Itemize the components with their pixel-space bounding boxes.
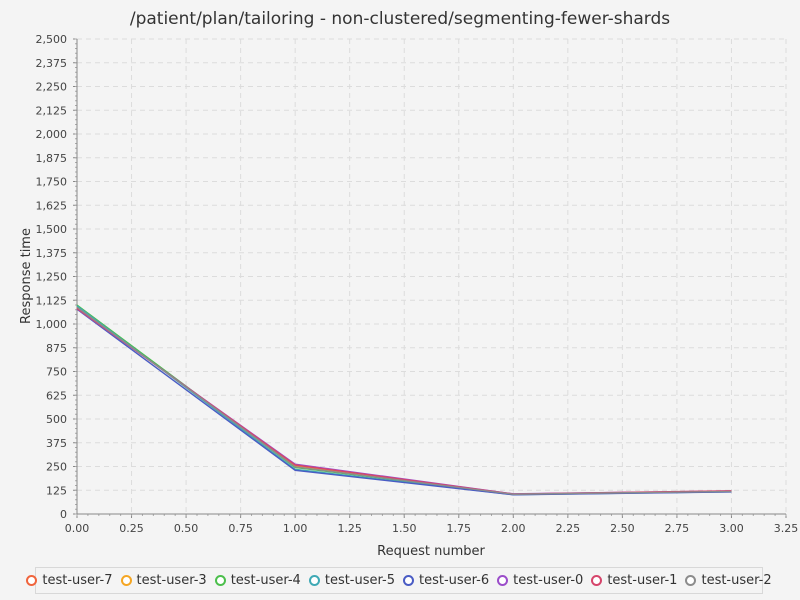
- x-tick-label: 0.75: [228, 522, 253, 535]
- x-tick-label: 1.75: [447, 522, 472, 535]
- y-tick-label: 500: [46, 413, 67, 426]
- legend-item-test-user-2: test-user-2: [685, 573, 772, 588]
- y-tick-label: 375: [46, 437, 67, 450]
- legend-item-test-user-3: test-user-3: [120, 573, 207, 588]
- y-axis-label: Response time: [19, 228, 34, 324]
- legend-item-test-user-7: test-user-7: [26, 573, 113, 588]
- y-tick-label: 750: [46, 366, 67, 379]
- x-tick-label: 0.50: [174, 522, 199, 535]
- x-tick-label: 1.50: [392, 522, 417, 535]
- legend-marker-icon: [497, 575, 509, 586]
- x-axis-label: Request number: [377, 544, 485, 559]
- legend-marker-icon: [120, 575, 132, 586]
- x-tick-label: 3.00: [719, 522, 744, 535]
- legend-item-test-user-5: test-user-5: [308, 573, 395, 588]
- legend-label: test-user-0: [513, 573, 584, 588]
- y-tick-label: 2,125: [36, 104, 68, 117]
- series-lines: [76, 304, 732, 496]
- x-tick-label: 2.25: [556, 522, 581, 535]
- y-tick-label: 1,125: [36, 294, 68, 307]
- legend-label: test-user-1: [607, 573, 678, 588]
- x-tick-label: 2.50: [610, 522, 635, 535]
- legend-marker-icon: [26, 575, 38, 586]
- y-tick-label: 125: [46, 484, 67, 497]
- legend-item-test-user-0: test-user-0: [497, 573, 583, 588]
- y-tick-label: 250: [46, 461, 67, 474]
- series-line-test-user-2: [76, 306, 732, 495]
- legend-marker-icon: [403, 575, 414, 586]
- legend: test-user-7 test-user-3 test-user-4 test-us…: [26, 567, 772, 594]
- y-tick-label: 1,375: [36, 247, 68, 260]
- legend-item-test-user-4: test-user-4: [214, 573, 301, 588]
- y-tick-label: 0: [60, 508, 67, 521]
- chart-title: /patient/plan/tailoring - non-clustered/…: [130, 9, 670, 29]
- y-tick-label: 1,625: [36, 199, 68, 212]
- x-tick-label: 1.00: [283, 522, 308, 535]
- y-tick-label: 2,000: [36, 128, 68, 141]
- y-tick-label: 1,875: [36, 152, 68, 165]
- grid: [76, 38, 787, 515]
- legend-label: test-user-3: [136, 573, 207, 588]
- y-tick-label: 2,500: [36, 33, 68, 46]
- legend-label: test-user-5: [324, 573, 395, 588]
- x-tick-label: 2.75: [665, 522, 690, 535]
- y-tick-label: 2,250: [36, 81, 68, 94]
- legend-marker-icon: [685, 575, 697, 586]
- x-tick-label: 3.25: [774, 522, 799, 535]
- legend-label: test-user-6: [419, 573, 490, 588]
- y-tick-label: 1,500: [36, 223, 68, 236]
- y-tick-label: 1,000: [36, 318, 68, 331]
- y-tick-label: 2,375: [36, 57, 68, 70]
- legend-label: test-user-4: [230, 573, 301, 588]
- y-tick-label: 1,250: [36, 271, 68, 284]
- x-tick-label: 0.25: [119, 522, 144, 535]
- x-tick-label: 0.00: [65, 522, 90, 535]
- x-tick-label: 2.00: [501, 522, 526, 535]
- legend-label: test-user-7: [42, 573, 113, 588]
- y-tick-label: 875: [46, 342, 67, 355]
- axes: 0 125 250 375 500 625 750 875 1,000 1,125 1,250 1,3…: [36, 33, 799, 535]
- legend-item-test-user-6: test-user-6: [403, 573, 489, 588]
- legend-marker-icon: [308, 575, 320, 586]
- legend-label: test-user-2: [701, 573, 772, 588]
- x-tick-label: 1.25: [337, 522, 362, 535]
- y-tick-label: 1,750: [36, 176, 68, 189]
- legend-item-test-user-1: test-user-1: [591, 573, 677, 588]
- legend-marker-icon: [591, 575, 603, 586]
- y-tick-label: 625: [46, 389, 67, 402]
- legend-marker-icon: [214, 575, 226, 586]
